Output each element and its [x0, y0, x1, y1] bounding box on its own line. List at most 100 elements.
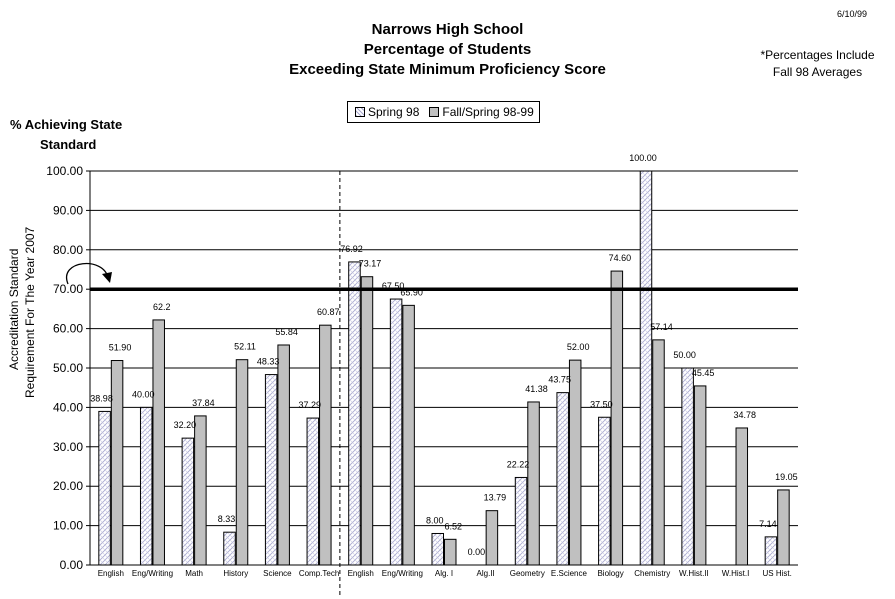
data-label-fall-spring-98-99: 65.90	[400, 287, 423, 297]
y-tick-label: 0.00	[60, 558, 84, 572]
y-tick-label: 10.00	[53, 519, 83, 533]
bar-fall-spring-98-99	[402, 304, 415, 566]
y-tick-label: 30.00	[53, 440, 83, 454]
bar-fall-spring-98-99	[693, 385, 707, 566]
bar-fall-spring-98-99	[610, 270, 624, 566]
bar-spring-98	[639, 170, 653, 566]
bar-spring-98	[181, 437, 195, 566]
x-category-label: English	[98, 569, 124, 578]
data-label-fall-spring-98-99: 6.52	[444, 521, 462, 531]
data-label-fall-spring-98-99: 57.14	[650, 322, 673, 332]
data-label-fall-spring-98-99: 34.78	[734, 410, 757, 420]
y-tick-label: 50.00	[53, 361, 83, 375]
x-category-label: Comp.Tech	[299, 569, 339, 578]
bar-fall-spring-98-99	[444, 538, 457, 566]
data-label-spring-98: 76.92	[340, 244, 363, 254]
chart-title-line-2: Percentage of Students	[363, 41, 532, 58]
bar-fall-spring-98-99	[319, 324, 332, 566]
data-label-spring-98: 32.20	[174, 420, 197, 430]
percentages-note-line-2: Fall 98 Averages	[772, 65, 863, 79]
x-category-label: US Hist.	[763, 569, 792, 578]
y-tick-label: 20.00	[53, 479, 83, 493]
bar-fall-spring-98-99	[277, 344, 290, 566]
bar-spring-98	[139, 406, 153, 566]
data-label-fall-spring-98-99: 13.79	[484, 493, 507, 503]
chart-legend: Spring 98 Fall/Spring 98-99	[347, 101, 540, 123]
data-label-fall-spring-98-99: 52.00	[567, 342, 590, 352]
x-category-label: Science	[263, 569, 292, 578]
y-axis-title-line-2: Standard	[40, 137, 97, 152]
y-tick-label: 80.00	[53, 243, 83, 257]
data-label-spring-98: 22.22	[507, 459, 530, 469]
bar-spring-98	[223, 531, 236, 566]
data-label-fall-spring-98-99: 41.38	[525, 384, 548, 394]
data-label-spring-98: 48.33	[257, 357, 280, 367]
bar-spring-98	[389, 298, 403, 566]
bar-fall-spring-98-99	[235, 359, 249, 566]
legend-label-spring: Spring 98	[368, 105, 420, 119]
x-category-label: Geometry	[510, 569, 545, 578]
data-label-spring-98: 37.50	[590, 399, 613, 409]
bar-fall-spring-98-99	[194, 415, 207, 566]
y-tick-label: 40.00	[53, 400, 83, 414]
data-label-fall-spring-98-99: 19.05	[775, 472, 798, 482]
bar-fall-spring-98-99	[360, 276, 374, 566]
x-category-label: W.Hist.I	[722, 569, 750, 578]
data-label-spring-98: 40.00	[132, 389, 155, 399]
chart-title-line-3: Exceeding State Minimum Proficiency Scor…	[289, 61, 606, 78]
data-label-fall-spring-98-99: 52.11	[234, 342, 256, 352]
x-category-label: Alg.II	[477, 569, 495, 578]
x-category-label: English	[348, 569, 374, 578]
data-label-spring-98: 50.00	[673, 350, 696, 360]
bar-fall-spring-98-99	[527, 401, 540, 566]
chart-title-line-1: Narrows High School	[371, 21, 524, 38]
bar-fall-spring-98-99	[152, 319, 165, 566]
x-category-label: W.Hist.II	[679, 569, 709, 578]
x-category-label: E.Science	[551, 569, 588, 578]
bar-spring-98	[306, 417, 320, 566]
y-tick-label: 90.00	[53, 203, 83, 217]
data-label-spring-98: 8.00	[426, 515, 444, 525]
data-label-fall-spring-98-99: 60.87	[317, 307, 340, 317]
curved-arrow-icon	[65, 263, 112, 285]
data-label-fall-spring-98-99: 37.84	[192, 398, 215, 408]
bar-spring-98	[98, 410, 111, 566]
y-axis-title: % Achieving State Standard	[10, 115, 160, 155]
x-category-label: Biology	[597, 569, 623, 578]
bar-spring-98	[556, 392, 569, 566]
x-category-label: Eng/Writing	[132, 569, 173, 578]
date-label: 6/10/99	[836, 9, 867, 19]
data-label-spring-98: 100.00	[629, 153, 657, 163]
percentages-note: *Percentages Include Fall 98 Averages	[740, 47, 895, 81]
y-tick-label: 100.00	[46, 164, 83, 178]
chart-title: Narrows High School Percentage of Studen…	[0, 20, 895, 80]
y-axis-title-line-1: % Achieving State	[10, 117, 123, 132]
x-category-label: Math	[185, 569, 203, 578]
data-label-fall-spring-98-99: 51.90	[109, 343, 132, 353]
data-label-spring-98: 8.33	[218, 514, 236, 524]
data-label-spring-98: 43.75	[548, 375, 571, 385]
data-label-spring-98: 38.98	[90, 393, 113, 403]
y-tick-label: 70.00	[53, 282, 83, 296]
bar-fall-spring-98-99	[110, 360, 124, 566]
y-axis-side-label-line-2: Requirement For The Year 2007	[23, 226, 37, 398]
data-label-spring-98: 7.14	[759, 519, 777, 529]
bar-spring-98	[514, 476, 528, 566]
data-label-fall-spring-98-99: 74.60	[609, 253, 632, 263]
x-category-label: Alg. I	[435, 569, 453, 578]
x-category-label: Eng/Writing	[382, 569, 423, 578]
legend-label-fall: Fall/Spring 98-99	[442, 105, 534, 119]
bar-fall-spring-98-99	[777, 489, 790, 566]
bar-fall-spring-98-99	[652, 339, 665, 566]
y-tick-label: 60.00	[53, 322, 83, 336]
legend-swatch-spring	[355, 107, 365, 117]
bar-fall-spring-98-99	[568, 359, 582, 566]
bar-spring-98	[264, 374, 278, 566]
percentages-note-line-1: *Percentages Include	[760, 48, 875, 62]
bar-spring-98	[764, 536, 778, 566]
bar-spring-98	[431, 532, 444, 566]
x-category-label: History	[223, 569, 248, 578]
legend-swatch-fall	[429, 107, 440, 117]
bar-spring-98	[598, 416, 611, 566]
